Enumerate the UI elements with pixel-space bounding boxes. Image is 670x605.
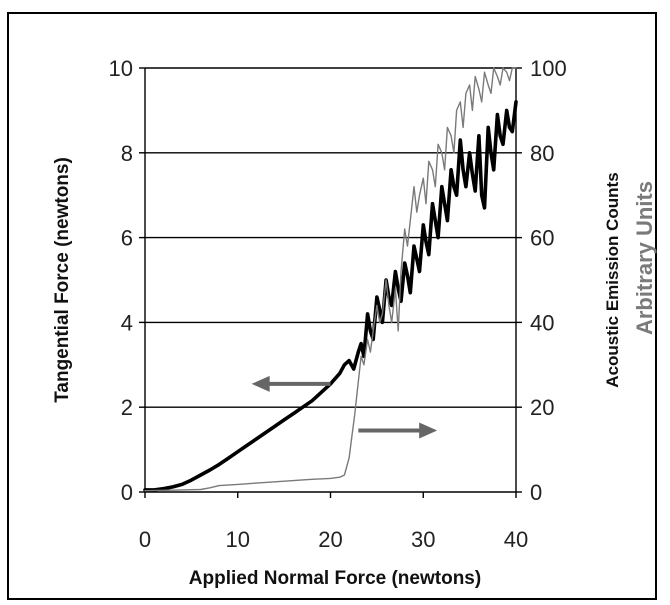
right-y-axis-title: Acoustic Emission Counts: [603, 172, 622, 387]
x-tick-label: 40: [504, 527, 528, 552]
arrow-head: [419, 422, 438, 439]
series-line-tangential-force: [143, 100, 518, 492]
chart-frame: [7, 12, 657, 600]
right-tick-label: 20: [530, 395, 554, 420]
series-line-acoustic-emission: [144, 67, 517, 492]
right-tick-label: 40: [530, 310, 554, 335]
arrow-left-icon: [251, 375, 331, 392]
left-tick-label: 0: [121, 480, 133, 505]
left-tick-label: 4: [121, 310, 133, 335]
left-tick-label: 8: [121, 141, 133, 166]
x-tick-label: 30: [411, 527, 435, 552]
x-tick-label: 0: [139, 527, 151, 552]
x-tick-label: 20: [318, 527, 342, 552]
arrow-right-icon: [358, 422, 438, 439]
series: [143, 67, 518, 492]
grid: [145, 67, 516, 408]
left-y-axis-title: Tangential Force (newtons): [52, 157, 73, 403]
right-y-axis-subtitle: Arbitrary Units: [632, 181, 657, 335]
axes: [139, 67, 522, 498]
arrow-head: [251, 375, 270, 392]
x-tick-label: 10: [226, 527, 250, 552]
right-tick-label: 0: [530, 480, 542, 505]
left-tick-label: 2: [121, 395, 133, 420]
right-tick-label: 100: [530, 56, 567, 81]
right-tick-label: 60: [530, 226, 554, 251]
right-tick-label: 80: [530, 141, 554, 166]
left-tick-label: 10: [109, 56, 133, 81]
annotations: [251, 375, 438, 439]
left-tick-label: 6: [121, 226, 133, 251]
x-axis-title: Applied Normal Force (newtons): [189, 568, 481, 589]
